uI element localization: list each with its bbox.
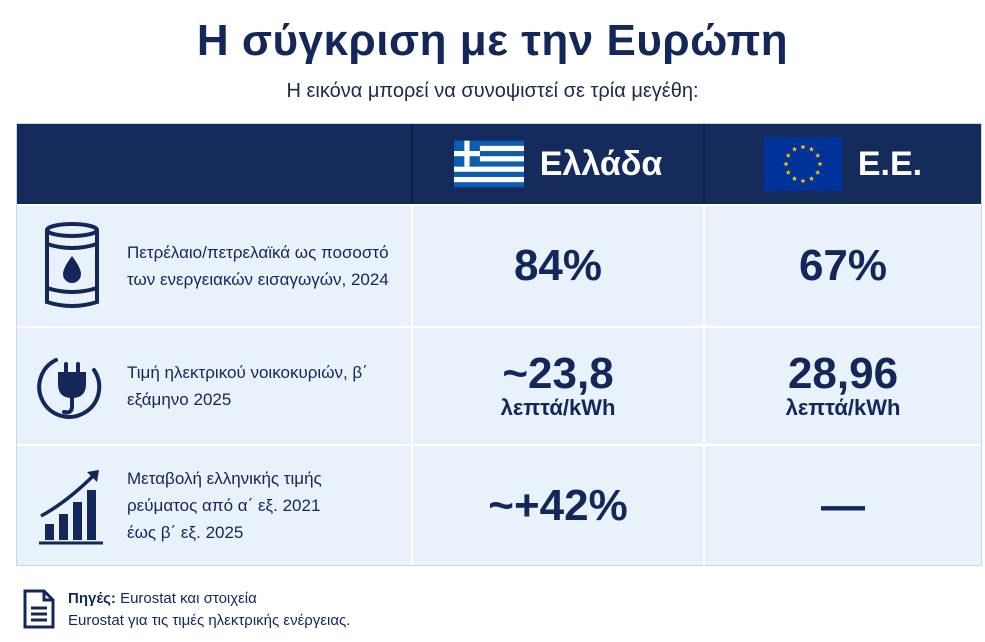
eu-star xyxy=(785,169,791,175)
greece-value: ~+42% xyxy=(488,480,628,530)
electric-plug-icon xyxy=(37,358,102,419)
eu-star xyxy=(817,161,823,167)
eu-star xyxy=(783,161,789,167)
indicator-cell: Μεταβολή ελληνικής τιμής ρεύματος από α΄… xyxy=(17,446,411,565)
column-label-greece: Ελλάδα xyxy=(539,144,663,183)
greece-value-cell: ~+42% xyxy=(413,446,703,565)
table-row: Τιμή ηλεκτρικού νοικοκυριών, β΄ εξάμηνο … xyxy=(17,326,981,444)
eu-star xyxy=(791,175,798,181)
indicator-line: Πετρέλαιο/πετρελαϊκά ως ποσοστό xyxy=(127,243,389,262)
sources-text: Eurostat για τις τιμές ηλεκτρικής ενέργε… xyxy=(68,612,351,629)
table-header: Ελλάδα Ε.Ε. xyxy=(17,124,981,204)
greece-value-cell: ~23,8 λεπτά/kWh xyxy=(413,328,703,444)
table-row: Πετρέλαιο/πετρελαϊκά ως ποσοστό των ενερ… xyxy=(17,204,981,326)
greece-value: ~23,8 xyxy=(502,349,614,398)
indicator-line: Τιμή ηλεκτρικού νοικοκυριών, β΄ xyxy=(127,363,368,382)
greece-flag-icon xyxy=(453,140,524,188)
sources-text: Eurostat και στοιχεία xyxy=(120,590,257,607)
indicator-line: Μεταβολή ελληνικής τιμής xyxy=(127,469,322,488)
indicator-cell: Τιμή ηλεκτρικού νοικοκυριών, β΄ εξάμηνο … xyxy=(17,328,411,444)
eu-star xyxy=(800,178,806,184)
column-header-eu: Ε.Ε. xyxy=(705,124,981,204)
eu-star xyxy=(808,175,815,181)
eu-star xyxy=(800,144,806,150)
sources-label: Πηγές: xyxy=(68,590,116,607)
eu-value-cell: 28,96 λεπτά/kWh xyxy=(705,328,981,444)
table-row: Μεταβολή ελληνικής τιμής ρεύματος από α΄… xyxy=(17,444,981,565)
indicator-line: έως β΄ εξ. 2025 xyxy=(127,523,244,542)
document-icon xyxy=(23,589,55,629)
rising-bar-chart-icon xyxy=(39,469,103,544)
indicator-line: εξάμηνο 2025 xyxy=(127,390,232,409)
eu-unit: λεπτά/kWh xyxy=(785,395,901,420)
indicator-line: των ενεργειακών εισαγωγών, 2024 xyxy=(127,270,389,289)
page-subtitle: Η εικόνα μπορεί να συνοψιστεί σε τρία με… xyxy=(286,80,699,102)
oil-barrel-icon xyxy=(45,222,99,308)
greece-value: 84% xyxy=(513,241,603,290)
column-label-eu: Ε.Ε. xyxy=(857,144,923,183)
indicator-cell: Πετρέλαιο/πετρελαϊκά ως ποσοστό των ενερ… xyxy=(17,206,411,326)
eu-value-cell: 67% xyxy=(705,206,981,326)
eu-star xyxy=(814,169,821,175)
column-header-greece: Ελλάδα xyxy=(413,124,703,204)
eu-value: 28,96 xyxy=(787,349,899,398)
greece-value-cell: 84% xyxy=(413,206,703,326)
eu-star xyxy=(785,152,791,158)
eu-flag-icon xyxy=(763,137,842,191)
eu-star xyxy=(791,146,798,152)
comparison-table: Ελλάδα Ε.Ε. Πετρέλα xyxy=(16,123,982,566)
page-title: Η σύγκριση με την Ευρώπη xyxy=(196,16,789,65)
indicator-line: ρεύματος από α΄ εξ. 2021 xyxy=(127,496,321,515)
eu-star xyxy=(814,152,821,158)
greece-unit: λεπτά/kWh xyxy=(500,395,616,420)
eu-value: — xyxy=(821,480,865,530)
eu-value-cell: — xyxy=(705,446,981,565)
sources-footer: Πηγές: Eurostat και στοιχεία Eurostat γι… xyxy=(22,588,350,632)
eu-value: 67% xyxy=(798,241,888,290)
eu-star xyxy=(808,146,815,152)
